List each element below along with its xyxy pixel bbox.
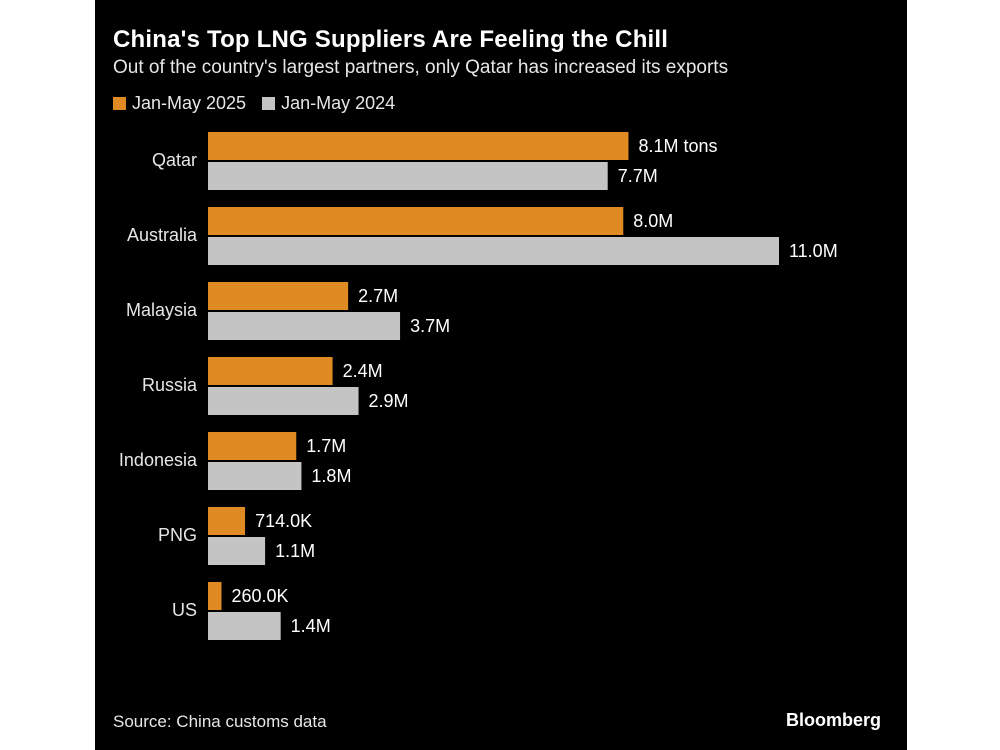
bar-australia-2025 xyxy=(208,207,624,235)
bar-us-2024 xyxy=(208,612,281,640)
data-label-australia-2024: 11.0M xyxy=(789,241,838,261)
chart-title: China's Top LNG Suppliers Are Feeling th… xyxy=(113,26,669,53)
legend-label-2025: Jan-May 2025 xyxy=(132,93,247,113)
data-label-australia-2025: 8.0M xyxy=(633,211,673,231)
bar-indonesia-2024 xyxy=(208,462,302,490)
bar-png-2024 xyxy=(208,537,266,565)
data-label-indonesia-2025: 1.7M xyxy=(306,436,346,456)
bar-malaysia-2024 xyxy=(208,312,401,340)
data-label-qatar-2024: 7.7M xyxy=(618,166,658,186)
bar-png-2025 xyxy=(208,507,246,535)
bloomberg-logo: Bloomberg xyxy=(785,710,881,730)
data-label-russia-2025: 2.4M xyxy=(343,361,383,381)
data-label-png-2025: 714.0K xyxy=(255,511,312,531)
legend-swatch-2024 xyxy=(262,97,276,110)
data-label-us-2024: 1.4M xyxy=(291,616,331,636)
bar-australia-2024 xyxy=(208,237,779,265)
data-label-png-2024: 1.1M xyxy=(275,541,315,561)
bar-chart: Qatar 8.1M tons 7.7M Australia 8.0M 11.0M Mala… xyxy=(119,132,838,640)
category-label-indonesia: Indonesia xyxy=(119,450,198,470)
data-label-malaysia-2025: 2.7M xyxy=(358,286,398,306)
bar-russia-2024 xyxy=(208,387,359,415)
data-label-qatar-2025: 8.1M tons xyxy=(638,136,717,156)
data-label-us-2025: 260.0K xyxy=(231,586,288,606)
category-label-png: PNG xyxy=(158,525,197,545)
bar-malaysia-2025 xyxy=(208,282,349,310)
legend: Jan-May 2025 Jan-May 2024 xyxy=(113,93,411,114)
chart-panel: China's Top LNG Suppliers Are Feeling th… xyxy=(95,0,907,750)
data-label-malaysia-2024: 3.7M xyxy=(410,316,450,336)
legend-item-2025: Jan-May 2025 xyxy=(113,93,246,114)
data-label-indonesia-2024: 1.8M xyxy=(311,466,351,486)
bar-us-2025 xyxy=(208,582,222,610)
bar-qatar-2024 xyxy=(208,162,608,190)
category-label-us: US xyxy=(172,600,197,620)
chart-subtitle: Out of the country's largest partners, o… xyxy=(113,57,729,78)
category-label-australia: Australia xyxy=(127,225,198,245)
category-label-qatar: Qatar xyxy=(152,150,197,170)
bar-russia-2025 xyxy=(208,357,333,385)
source-note: Source: China customs data xyxy=(113,712,327,731)
legend-swatch-2025 xyxy=(113,97,126,110)
category-label-malaysia: Malaysia xyxy=(126,300,198,320)
legend-item-2024: Jan-May 2024 xyxy=(262,93,395,114)
category-label-russia: Russia xyxy=(142,375,198,395)
bar-indonesia-2025 xyxy=(208,432,297,460)
data-label-russia-2024: 2.9M xyxy=(369,391,409,411)
legend-label-2024: Jan-May 2024 xyxy=(281,93,396,113)
bar-qatar-2025 xyxy=(208,132,629,160)
